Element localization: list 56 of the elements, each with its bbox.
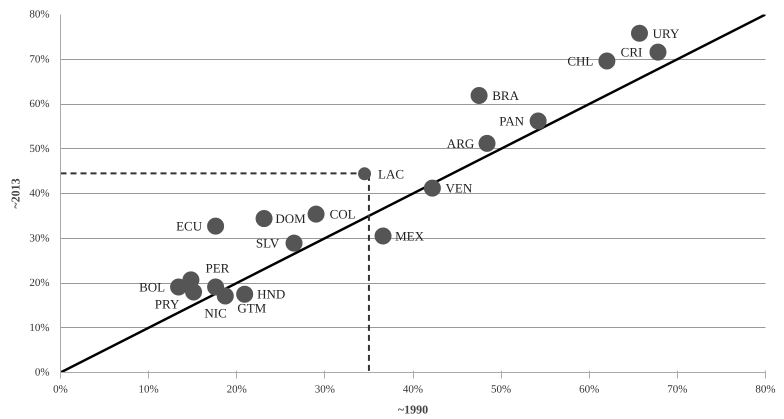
annotation: NIC (204, 306, 227, 321)
x-tick-label: 20% (226, 384, 247, 396)
annotation: HND (257, 286, 286, 302)
y-tick-label: 10% (29, 322, 50, 334)
y-tick-label: 80% (29, 8, 50, 20)
point (308, 206, 325, 223)
y-tick-label: 0% (34, 366, 50, 378)
x-axis-title: ~1990 (398, 402, 428, 416)
x-tick-label: 0% (53, 384, 68, 396)
x-tick-label: 60% (579, 384, 600, 396)
annotation: PER (206, 260, 230, 276)
point (216, 287, 234, 304)
y-axis-title: ~2013 (8, 178, 22, 209)
y-tick-label: 20% (29, 277, 50, 289)
point (185, 283, 202, 300)
point (530, 112, 547, 130)
point (170, 278, 188, 296)
y-tick-label: 40% (29, 188, 50, 200)
y-tick-label: 30% (29, 232, 50, 244)
y-tick-label: 70% (29, 53, 50, 66)
x-tick-label: 80% (755, 384, 776, 396)
point (478, 134, 496, 152)
annotation: URY (652, 26, 680, 41)
annotation: VEN (446, 180, 473, 196)
annotation: CHL (567, 54, 594, 69)
x-tick-label: 70% (667, 384, 688, 396)
point (286, 234, 303, 252)
point (424, 180, 441, 197)
point (598, 52, 616, 70)
annotation: GTM (237, 300, 267, 316)
annotation: LAC (378, 166, 404, 182)
x-tick-label: 10% (138, 384, 159, 396)
annotation: COL (330, 206, 356, 222)
point (358, 167, 372, 180)
annotation: DOM (275, 211, 306, 226)
annotation: ECU (176, 218, 203, 234)
point (207, 218, 224, 235)
point (256, 210, 273, 228)
x-tick-label: 30% (314, 384, 335, 396)
x-tick-label: 50% (491, 384, 512, 396)
annotation: ARG (446, 136, 474, 151)
point (630, 24, 648, 42)
annotation: BRA (492, 88, 520, 103)
annotation: BOL (139, 280, 166, 295)
point (649, 44, 666, 61)
point (374, 228, 392, 244)
annotation: CRI (620, 44, 642, 60)
y-tick-label: 60% (29, 98, 50, 110)
x-tick-label: 40% (402, 384, 424, 396)
y-tick-label: 50% (29, 142, 50, 155)
point (470, 87, 488, 104)
point (236, 286, 254, 303)
annotation: MEX (395, 228, 425, 244)
annotation: SLV (256, 236, 280, 251)
annotation: PRY (154, 296, 180, 312)
annotation: PAN (499, 114, 525, 129)
